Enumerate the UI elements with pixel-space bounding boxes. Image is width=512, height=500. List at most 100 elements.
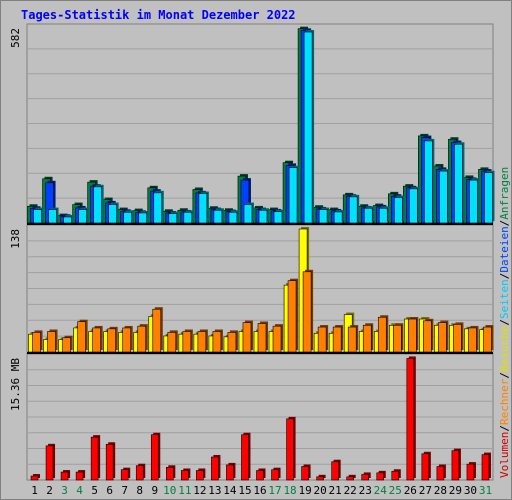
x-tick-label: 25	[389, 484, 402, 497]
seiten-bar	[258, 209, 268, 224]
volumen-bar	[105, 443, 114, 481]
rechner-bar	[468, 327, 477, 353]
x-tick-label: 22	[344, 484, 357, 497]
seiten-bar	[409, 188, 418, 224]
x-tick-label: 9	[151, 484, 158, 497]
volumen-bar-shadow	[348, 474, 356, 478]
legend-item-seiten: Seiten	[498, 279, 511, 319]
x-tick-label: 15	[238, 484, 251, 497]
rechner-bar	[182, 331, 192, 353]
seiten-bar	[484, 172, 493, 224]
rechner-bar	[152, 308, 162, 353]
seiten-bar	[288, 167, 298, 224]
rechner-bar	[137, 325, 147, 353]
volumen-bar	[241, 434, 249, 481]
x-tick-label: 5	[91, 484, 98, 497]
seiten-bar	[123, 211, 133, 224]
y-axis-max-label: 15.36 MB	[9, 358, 22, 411]
volumen-bar	[90, 436, 99, 481]
volumen-bar	[166, 466, 174, 481]
rechner-bar	[362, 324, 372, 353]
x-tick-label: 14	[223, 484, 237, 497]
rechner-bar	[227, 332, 237, 353]
legend-separator: /	[498, 319, 511, 326]
seiten-bar	[93, 186, 102, 224]
seiten-bar	[469, 179, 478, 224]
legend-item-volumen: Volumen	[498, 432, 511, 478]
volumen-bar	[256, 470, 264, 481]
volumen-bar	[346, 476, 354, 481]
chart-title: Tages-Statistik im Monat Dezember 2022	[21, 8, 296, 22]
volumen-bar	[60, 471, 69, 481]
x-tick-label: 3	[61, 484, 68, 497]
seiten-bar	[439, 170, 448, 224]
rechner-bar	[92, 327, 101, 353]
seiten-bar	[393, 197, 403, 224]
seiten-bar	[198, 193, 208, 224]
rechner-bar	[317, 326, 327, 353]
x-tick-label: 7	[121, 484, 128, 497]
volumen-bar	[75, 471, 84, 481]
volumen-bar	[436, 466, 445, 481]
legend-item-rechner: Rechner	[498, 378, 511, 425]
x-tick-label: 1	[31, 484, 38, 497]
volumen-bar	[301, 466, 309, 481]
x-tick-label: 12	[193, 484, 206, 497]
x-tick-label: 17	[268, 484, 281, 497]
seiten-bar	[33, 209, 42, 224]
volumen-bar	[211, 456, 219, 481]
volumen-bar	[271, 469, 279, 481]
volumen-bar	[150, 434, 159, 481]
rechner-bar	[122, 327, 132, 353]
legend-item-besuche: Besuche	[498, 326, 511, 372]
rechner-bar	[242, 322, 252, 353]
x-tick-label: 30	[464, 484, 477, 497]
rechner-bar	[377, 316, 387, 353]
volumen-bar	[331, 461, 339, 481]
rechner-bar	[107, 328, 116, 353]
volumen-bar	[226, 464, 234, 481]
seiten-bar	[183, 211, 193, 224]
seiten-bar	[378, 207, 388, 224]
x-tick-label: 23	[359, 484, 372, 497]
seiten-bar	[63, 216, 72, 224]
legend-item-anfragen: Anfragen	[498, 167, 511, 220]
rechner-bar	[197, 331, 207, 353]
rechner-bar	[167, 332, 177, 353]
rechner-bar	[62, 337, 71, 353]
rechner-bar	[287, 280, 297, 353]
x-tick-label: 19	[298, 484, 311, 497]
x-tick-label: 11	[178, 484, 191, 497]
legend-separator: /	[498, 273, 511, 280]
x-tick-label: 28	[434, 484, 447, 497]
y-axis-max-label: 138	[9, 229, 22, 249]
rechner-bar	[302, 271, 312, 353]
seiten-bar	[333, 211, 343, 224]
volumen-bar	[196, 470, 204, 481]
seiten-bar	[108, 204, 117, 224]
seiten-bar	[454, 143, 463, 224]
x-tick-label: 13	[208, 484, 221, 497]
volumen-bar	[481, 454, 490, 481]
rechner-bar	[392, 324, 402, 353]
seiten-bar	[273, 211, 283, 224]
rechner-bar	[257, 323, 267, 353]
chart-panels	[26, 23, 494, 481]
y-axis-max-label: 582	[9, 28, 22, 48]
seiten-bar	[153, 192, 163, 224]
seiten-bar	[213, 209, 223, 224]
volumen-bar	[406, 358, 415, 481]
x-tick-label: 20	[314, 484, 327, 497]
volumen-bar	[466, 463, 475, 481]
rechner-bar	[408, 318, 417, 353]
volumen-bar	[421, 453, 430, 481]
x-tick-label: 2	[46, 484, 53, 497]
rechner-bar	[483, 326, 492, 353]
volumen-bar	[30, 475, 39, 481]
volumen-bar	[120, 469, 129, 481]
chart-bars	[27, 26, 495, 481]
volumen-bar	[286, 418, 294, 481]
volumen-bar	[376, 472, 385, 481]
volumen-bar	[451, 450, 460, 481]
